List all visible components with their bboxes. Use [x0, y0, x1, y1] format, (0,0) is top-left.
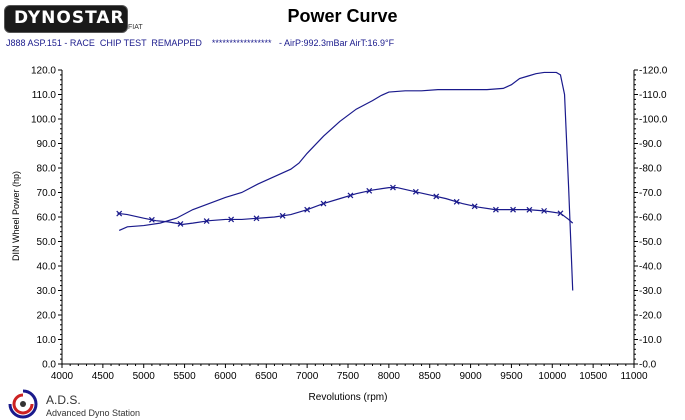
- data-point-marker: [320, 200, 327, 207]
- y-tick-label-left: 70.0: [37, 188, 57, 199]
- marker-stroke: [492, 206, 499, 213]
- x-tick-label: 4500: [92, 371, 115, 382]
- data-point-marker: [347, 192, 354, 199]
- marker-stroke: [203, 218, 210, 224]
- series-line-1: [118, 71, 574, 291]
- marker-stroke: [541, 207, 548, 214]
- logo-subtext: FIAT: [128, 24, 143, 31]
- data-point-marker: [203, 218, 210, 224]
- y-tick-label-left: 110.0: [32, 90, 57, 101]
- x-tick-label: 8500: [419, 371, 442, 382]
- y-tick-label-left: 80.0: [37, 164, 57, 175]
- footer-brand: A.D.S.: [46, 393, 81, 407]
- marker-stroke: [453, 198, 460, 205]
- x-tick-label: 10000: [538, 371, 566, 382]
- data-point-marker: [390, 184, 396, 191]
- x-tick-label: 4000: [51, 371, 74, 382]
- data-point-marker: [177, 221, 184, 227]
- axes: 4000 4500 5000 5500 6000 6500 7000 7500 8000 8500…: [31, 66, 668, 383]
- data-point-marker: [557, 210, 564, 217]
- marker-stroke: [228, 216, 235, 223]
- data-point-marker: [228, 216, 235, 223]
- y-tick-label-left: 0.0: [42, 360, 56, 371]
- y-tick-label-left: 40.0: [37, 262, 57, 273]
- y-tick-label-right: -0.0: [639, 360, 657, 371]
- data-point-marker: [366, 187, 373, 194]
- data-point-marker: [526, 206, 533, 213]
- marker-stroke: [526, 206, 533, 213]
- marker-stroke: [116, 210, 123, 217]
- marker-stroke: [304, 206, 311, 213]
- x-tick-label: 6000: [214, 371, 237, 382]
- footer-tagline: Advanced Dyno Station: [46, 408, 141, 418]
- data-point-marker: [116, 210, 123, 217]
- data-point-marker: [253, 215, 260, 222]
- y-tick-label-right: -60.0: [639, 213, 662, 224]
- data-point-marker: [492, 206, 499, 213]
- y-tick-label-left: 60.0: [37, 213, 57, 224]
- x-tick-label: 6500: [255, 371, 278, 382]
- y-tick-label-right: -10.0: [639, 335, 662, 346]
- x-tick-label: 8000: [378, 371, 401, 382]
- data-point-marker: [510, 206, 516, 213]
- y-tick-label-right: -50.0: [639, 237, 662, 248]
- marker-stroke: [390, 184, 396, 191]
- data-point-marker: [453, 198, 460, 205]
- x-axis-label: Revolutions (rpm): [309, 392, 388, 403]
- logo-badge: [4, 5, 128, 33]
- data-point-marker: [304, 206, 311, 213]
- y-tick-label-left: 50.0: [37, 237, 57, 248]
- y-tick-label-left: 30.0: [37, 286, 57, 297]
- page-title: Power Curve: [287, 6, 398, 26]
- x-tick-label: 9000: [459, 371, 482, 382]
- marker-stroke: [433, 193, 440, 200]
- data-point-marker: [541, 207, 548, 214]
- y-tick-label-right: -30.0: [639, 286, 662, 297]
- y-tick-label-right: -40.0: [639, 262, 662, 273]
- marker-stroke: [366, 187, 373, 194]
- y-tick-label-left: 100.0: [31, 115, 56, 126]
- data-point-marker: [433, 193, 440, 200]
- y-tick-label-right: -120.0: [639, 66, 668, 77]
- y-tick-label-right: -110.0: [639, 90, 667, 101]
- series-group: [116, 71, 574, 291]
- y-tick-label-left: 10.0: [37, 335, 57, 346]
- marker-stroke: [320, 200, 327, 207]
- logo-text: DYNOSTAR: [14, 8, 125, 28]
- y-tick-label-left: 120.0: [31, 66, 56, 77]
- x-tick-label: 5000: [133, 371, 156, 382]
- x-tick-label: 5500: [173, 371, 196, 382]
- marker-stroke: [412, 188, 419, 195]
- marker-stroke: [148, 216, 155, 223]
- y-tick-label-right: -100.0: [639, 115, 668, 126]
- data-point-marker: [471, 203, 478, 210]
- x-tick-label: 7000: [296, 371, 319, 382]
- marker-stroke: [177, 221, 184, 227]
- ads-logo-icon: [8, 389, 38, 419]
- data-point-marker: [412, 188, 419, 195]
- x-tick-label: 9500: [500, 371, 523, 382]
- marker-stroke: [471, 203, 478, 210]
- y-tick-label-right: -80.0: [639, 164, 662, 175]
- marker-stroke: [347, 192, 354, 199]
- y-tick-label-right: -70.0: [639, 188, 662, 199]
- data-point-marker: [148, 216, 155, 223]
- marker-stroke: [279, 212, 286, 219]
- marker-stroke: [557, 210, 564, 217]
- marker-stroke: [510, 206, 516, 213]
- y-axis-label: DIN Wheel Power (hp): [11, 171, 21, 261]
- y-tick-label-right: -90.0: [639, 139, 662, 150]
- x-tick-label: 7500: [337, 371, 360, 382]
- data-point-marker: [279, 212, 286, 219]
- x-tick-label: 11000: [620, 371, 648, 382]
- series-line-2: [117, 187, 574, 225]
- y-tick-label-left: 90.0: [37, 139, 57, 150]
- run-info: J888 ASP.151 - RACE CHIP TEST REMAPPED *…: [6, 38, 395, 48]
- y-tick-label-right: -20.0: [639, 311, 662, 322]
- y-tick-label-left: 20.0: [37, 311, 57, 322]
- dynostar-logo: DYNOSTAR FIAT: [4, 5, 143, 33]
- x-tick-label: 10500: [579, 371, 607, 382]
- marker-stroke: [253, 215, 260, 222]
